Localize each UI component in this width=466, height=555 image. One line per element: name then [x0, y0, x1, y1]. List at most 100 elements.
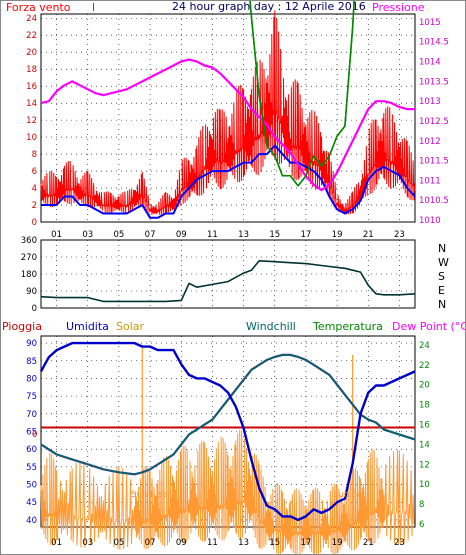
- y-tick-label: 45: [26, 498, 37, 508]
- x-tick-label: 21: [363, 230, 374, 240]
- x-tick-label: 15: [269, 230, 280, 240]
- y-tick-label: 90: [26, 287, 37, 297]
- x-tick-label: 05: [114, 230, 125, 240]
- direction-label: N: [438, 242, 446, 255]
- y-tick-label: 75: [26, 392, 37, 402]
- series: [40, 259, 416, 303]
- y-tick-label: 1013: [419, 97, 441, 107]
- y-tick-label: 18: [26, 65, 37, 75]
- pressure-axis-label: Pressione: [372, 1, 425, 14]
- x-tick-label: 17: [301, 538, 312, 548]
- y-tick-label: 2: [32, 201, 37, 211]
- direction-label: E: [438, 284, 445, 297]
- panel-frame: [40, 13, 416, 223]
- x-axis-ticks-bottom: 01 03 05 07 09 11 13 15 17 19 21 23: [51, 538, 405, 548]
- panel-frame: [40, 239, 416, 309]
- y-tick-label: 1011.5: [419, 157, 449, 167]
- rain-value: 0: [32, 430, 37, 440]
- x-tick-label: 01: [51, 538, 62, 548]
- y-tick-label: 0: [32, 304, 37, 314]
- y-tick-label: 1010.5: [419, 196, 449, 206]
- humidity-series: [39, 341, 416, 522]
- y-tick-label: 16: [26, 82, 37, 92]
- y-tick-label: 1012.5: [419, 117, 449, 127]
- y-tick-label: 180: [21, 270, 37, 280]
- y-tick-label: 12: [419, 460, 430, 470]
- y-tick-label: 1011: [419, 176, 441, 186]
- y-tick-label: 24: [26, 14, 37, 24]
- y-tick-label: 20: [419, 381, 430, 391]
- x-tick-label: 09: [176, 538, 187, 548]
- y-tick-label: 10: [26, 133, 37, 143]
- x-tick-label: 05: [114, 538, 125, 548]
- sunrise-label: Sun Rise: [131, 490, 168, 500]
- left-axis-ticks: 40 45 50 55 60 65 70 75 80 85 90: [26, 339, 37, 526]
- y-tick-label: 1014.5: [419, 38, 449, 48]
- x-tick-label: 07: [145, 230, 156, 240]
- y-tick-label: 4: [32, 184, 37, 194]
- windchill-series: [40, 353, 416, 476]
- y-tick-label: 1015: [419, 18, 441, 28]
- y-tick-label: 90: [26, 339, 37, 349]
- sunset-label: Sun Set: [333, 490, 366, 500]
- y-tick-label: 16: [419, 421, 430, 431]
- y-tick-label: 0: [32, 218, 37, 228]
- panel3-legend: Pioggia Umidita Solar Windchill Temperat…: [2, 320, 466, 333]
- x-tick-label: 09: [176, 230, 187, 240]
- y-tick-label: 1012: [419, 137, 441, 147]
- direction-label: S: [438, 270, 445, 283]
- y-tick-label: 20: [26, 48, 37, 58]
- rain-label: Pioggia: [2, 320, 42, 333]
- y-tick-label: 8: [32, 150, 37, 160]
- temperature-label: Temperatura: [312, 320, 383, 333]
- x-tick-label: 23: [394, 538, 405, 548]
- y-tick-label: 1014: [419, 58, 441, 68]
- y-tick-label: 22: [419, 361, 430, 371]
- y-tick-label: 65: [26, 428, 37, 438]
- x-tick-label: 07: [145, 538, 156, 548]
- header: Forza vento l 24 hour graph day : 12 Apr…: [6, 0, 425, 14]
- wind-direction-series: [40, 259, 416, 303]
- y-tick-label: 55: [26, 463, 37, 473]
- y-tick-label: 360: [21, 236, 37, 246]
- y-tick-label: 22: [26, 31, 37, 41]
- y-tick-label: 70: [26, 410, 37, 420]
- wind-axis-label: Forza vento: [6, 1, 71, 14]
- y-tick-label: 12: [26, 116, 37, 126]
- x-tick-label: 03: [82, 230, 93, 240]
- right-axis-ticks: 1010 1010.5 1011 1011.5 1012 1012.5 1013 1013.5…: [419, 18, 449, 226]
- y-tick-label: 80: [26, 374, 37, 384]
- x-tick-label: 21: [363, 538, 374, 548]
- y-tick-label: 50: [26, 481, 37, 491]
- x-tick-label: 11: [207, 538, 218, 548]
- x-tick-label: 03: [82, 538, 93, 548]
- y-tick-label: 14: [419, 440, 430, 450]
- wind-axis-label-suffix: l: [92, 1, 95, 14]
- wind-gust-series: [40, 10, 416, 215]
- y-tick-label: 270: [21, 253, 37, 263]
- temperature-line: [249, 0, 355, 187]
- y-tick-label: 24: [419, 341, 430, 351]
- solar-series: [40, 429, 415, 555]
- pressure-series: [40, 58, 415, 192]
- y-tick-label: 18: [419, 401, 430, 411]
- x-tick-label: 15: [269, 538, 280, 548]
- direction-label: N: [438, 298, 446, 311]
- grid: [41, 239, 415, 309]
- series: [40, 10, 416, 219]
- x-tick-label: 17: [301, 230, 312, 240]
- x-tick-label: 19: [332, 230, 343, 240]
- x-tick-label: 11: [207, 230, 218, 240]
- left-axis-ticks: 0 90 180 270 360: [21, 236, 37, 314]
- y-tick-label: 1013.5: [419, 77, 449, 87]
- chart-title: 24 hour graph day : 12 Aprile 2016: [172, 0, 366, 13]
- solar-label: Solar: [116, 320, 145, 333]
- x-axis-ticks-top: 01 03 05 07 09 11 13 15 17 19 21 23: [51, 230, 405, 240]
- y-tick-label: 14: [26, 99, 37, 109]
